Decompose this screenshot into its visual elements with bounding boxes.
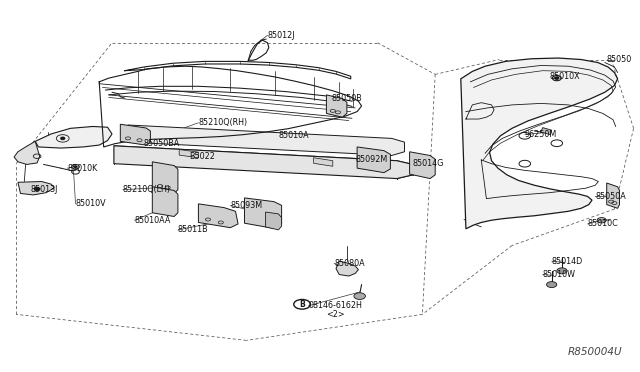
Circle shape xyxy=(61,137,65,140)
Text: 85092M: 85092M xyxy=(355,155,387,164)
Text: 85210Q(LH): 85210Q(LH) xyxy=(123,185,171,194)
Text: 85080A: 85080A xyxy=(334,259,365,268)
Text: B: B xyxy=(300,300,305,309)
Polygon shape xyxy=(35,126,112,148)
Text: 85050BA: 85050BA xyxy=(144,139,180,148)
Text: 96250M: 96250M xyxy=(525,130,557,139)
Polygon shape xyxy=(244,198,282,228)
Polygon shape xyxy=(541,128,552,135)
Polygon shape xyxy=(266,212,282,230)
Circle shape xyxy=(557,268,567,274)
Polygon shape xyxy=(14,141,40,164)
Polygon shape xyxy=(336,261,358,276)
Polygon shape xyxy=(18,182,54,195)
Circle shape xyxy=(74,166,77,167)
Circle shape xyxy=(35,187,40,190)
Text: 85010A: 85010A xyxy=(278,131,309,140)
Text: <2>: <2> xyxy=(326,310,345,319)
Text: 85210Q(RH): 85210Q(RH) xyxy=(198,118,248,127)
Text: 85050A: 85050A xyxy=(595,192,626,201)
Text: 85014D: 85014D xyxy=(552,257,583,266)
Text: 85012J: 85012J xyxy=(268,31,295,40)
Text: 85013J: 85013J xyxy=(31,185,58,194)
Polygon shape xyxy=(128,125,404,155)
Polygon shape xyxy=(326,95,347,117)
Polygon shape xyxy=(198,204,238,228)
Text: 85010V: 85010V xyxy=(76,199,106,208)
Text: 85050B: 85050B xyxy=(332,94,362,103)
Polygon shape xyxy=(152,187,178,217)
Circle shape xyxy=(555,77,559,79)
Text: 85014G: 85014G xyxy=(413,159,444,168)
Polygon shape xyxy=(607,183,620,208)
Text: 85010W: 85010W xyxy=(543,270,576,279)
Polygon shape xyxy=(314,158,333,166)
Polygon shape xyxy=(120,124,150,145)
Circle shape xyxy=(547,282,557,288)
Circle shape xyxy=(600,219,604,221)
Text: 85011B: 85011B xyxy=(178,225,209,234)
Text: 85010K: 85010K xyxy=(67,164,97,173)
Polygon shape xyxy=(179,150,198,158)
Circle shape xyxy=(354,293,365,299)
Text: 08146-6162H: 08146-6162H xyxy=(308,301,362,310)
Text: B5022: B5022 xyxy=(189,153,214,161)
Polygon shape xyxy=(152,162,178,193)
Text: R850004U: R850004U xyxy=(568,347,622,356)
Polygon shape xyxy=(357,147,390,173)
Polygon shape xyxy=(461,58,618,229)
Text: 85050: 85050 xyxy=(607,55,632,64)
Text: 85010X: 85010X xyxy=(549,72,580,81)
Polygon shape xyxy=(410,152,435,179)
Text: 85093M: 85093M xyxy=(230,201,262,210)
Text: 85010C: 85010C xyxy=(588,219,618,228)
Text: 85010AA: 85010AA xyxy=(134,216,171,225)
Polygon shape xyxy=(114,146,413,179)
